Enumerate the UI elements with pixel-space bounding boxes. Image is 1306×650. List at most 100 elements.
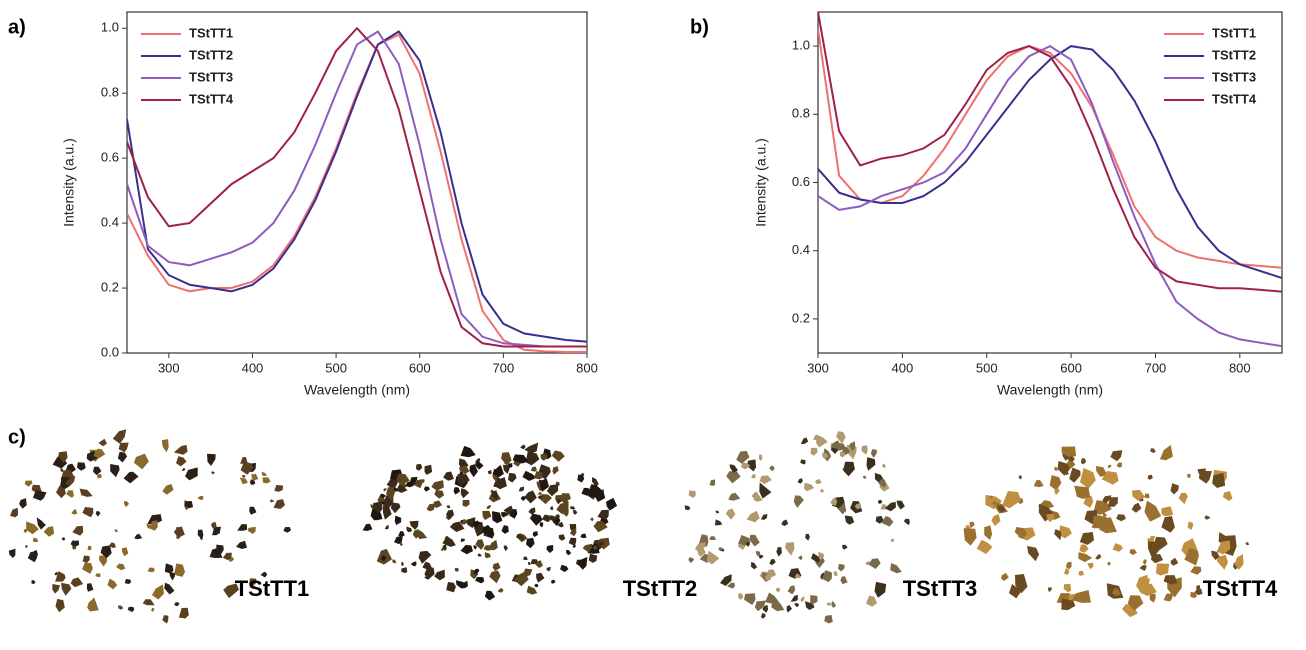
flake: [1149, 593, 1156, 603]
flake: [474, 523, 487, 537]
flake: [843, 461, 855, 477]
flake: [751, 561, 758, 570]
flake: [475, 576, 485, 584]
flake: [483, 545, 491, 551]
flake: [751, 491, 759, 498]
flake: [776, 547, 782, 557]
flake: [781, 519, 789, 527]
flake: [874, 581, 887, 598]
plot-frame: [126, 11, 588, 354]
flake: [573, 510, 578, 515]
flake: [386, 477, 399, 491]
flake: [1163, 593, 1173, 602]
flake: [786, 605, 792, 613]
flake: [903, 518, 910, 526]
flake: [249, 578, 257, 586]
flake: [1065, 561, 1072, 570]
flake: [497, 588, 504, 593]
flake: [421, 479, 425, 484]
flake: [831, 601, 836, 608]
flake: [844, 515, 855, 525]
flake: [8, 548, 16, 558]
flake: [239, 477, 248, 485]
sample-label: TStTT1: [235, 576, 310, 601]
flake: [426, 503, 435, 512]
flake: [569, 528, 577, 537]
flake: [469, 464, 478, 478]
flake: [473, 545, 477, 550]
flake: [1197, 468, 1206, 478]
flake: [416, 528, 428, 539]
flake: [790, 594, 798, 602]
flake: [222, 552, 232, 561]
flake: [362, 523, 373, 531]
flake: [540, 453, 548, 461]
flake: [112, 429, 127, 444]
flake: [124, 501, 129, 508]
flake: [797, 478, 803, 484]
flake: [373, 512, 383, 521]
flake: [1161, 506, 1174, 517]
flake: [99, 555, 108, 567]
flake: [1009, 584, 1021, 599]
flake: [150, 520, 158, 531]
y-tick-label: 0.4: [792, 242, 810, 257]
flake: [454, 567, 459, 572]
flake: [810, 595, 818, 605]
flake: [492, 511, 503, 524]
flake: [688, 557, 695, 564]
flake: [449, 521, 465, 532]
flake: [963, 528, 977, 546]
flake: [798, 555, 803, 561]
flake: [491, 490, 499, 501]
flake: [133, 453, 149, 470]
flake: [785, 542, 795, 556]
flake: [762, 604, 769, 613]
flake: [552, 466, 559, 475]
flake: [43, 526, 55, 537]
flake: [71, 540, 80, 548]
flake: [1138, 577, 1150, 595]
flake: [501, 452, 512, 466]
flake: [727, 582, 735, 589]
flake: [1054, 466, 1059, 472]
flake: [185, 467, 198, 481]
flake: [1161, 516, 1175, 533]
flake: [197, 495, 204, 500]
flake: [212, 526, 221, 536]
flake: [446, 505, 451, 509]
flake: [32, 490, 47, 501]
plot-area: [818, 12, 1282, 348]
flake: [1014, 527, 1028, 539]
flake: [1178, 492, 1188, 505]
x-tick-label: 400: [242, 360, 264, 375]
x-tick-label: 500: [976, 360, 998, 375]
flake: [991, 514, 1001, 527]
flake: [884, 501, 896, 512]
flake: [1046, 513, 1054, 523]
flake: [60, 476, 71, 490]
flake: [118, 605, 124, 610]
flake: [236, 540, 247, 549]
series-line: [818, 28, 1282, 269]
flake: [555, 514, 560, 520]
flake: [1102, 495, 1112, 504]
flake: [1061, 598, 1076, 611]
x-axis-label: Wavelength (nm): [304, 382, 410, 398]
flake: [151, 607, 155, 612]
flake: [472, 520, 479, 529]
flake: [31, 484, 42, 493]
flake: [147, 567, 155, 573]
flake: [522, 470, 537, 481]
flake: [58, 451, 68, 464]
flake: [1155, 563, 1170, 576]
flake: [72, 525, 84, 536]
x-axis-label: Wavelength (nm): [997, 382, 1103, 398]
flake: [31, 580, 36, 585]
flake: [462, 499, 470, 507]
flake: [394, 536, 403, 545]
flake: [70, 577, 84, 588]
flake: [184, 501, 194, 509]
flake: [209, 547, 223, 559]
